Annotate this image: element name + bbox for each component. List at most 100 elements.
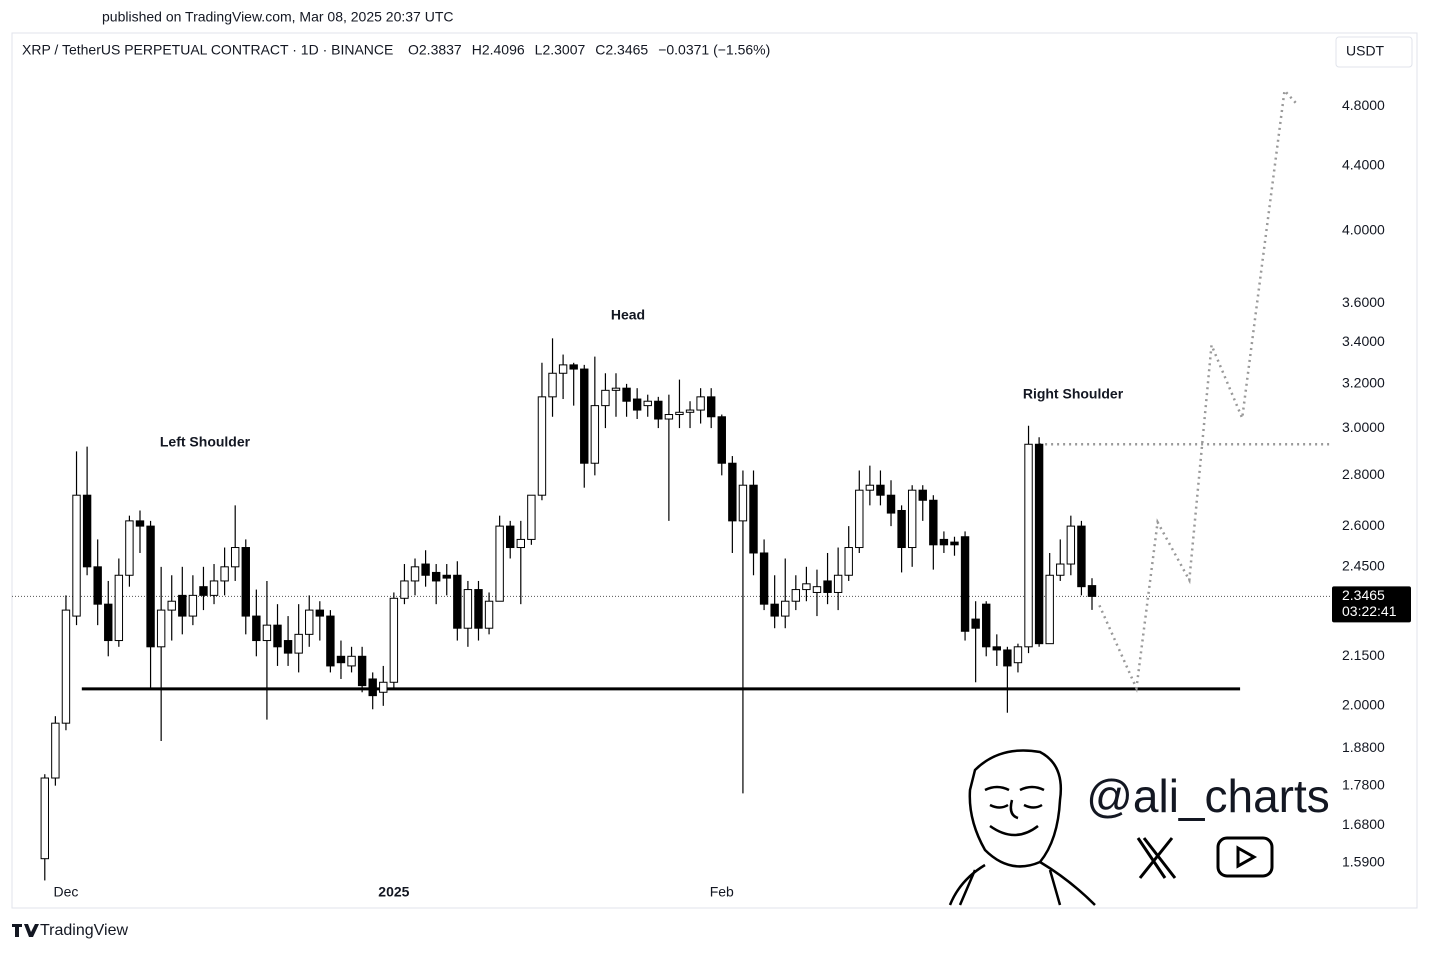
candle-body (114, 574, 124, 642)
candle-body (654, 400, 663, 420)
candle-body (400, 580, 409, 599)
annotation: Left Shoulder (160, 434, 251, 450)
candle-body (791, 589, 801, 602)
candle-body (1003, 649, 1012, 667)
candle-body (273, 624, 282, 648)
header-value: H2.4096 (472, 42, 525, 58)
price-label: 2.3465 (1342, 587, 1385, 603)
candle-body (40, 777, 49, 860)
candle-body (104, 603, 113, 642)
candle-body (907, 489, 917, 549)
header-value: C2.3465 (595, 42, 648, 58)
x-tick-label: Dec (53, 884, 78, 900)
candle-body (527, 494, 536, 540)
candle-body (72, 494, 81, 617)
candle-body (717, 416, 726, 464)
annotation: Head (611, 307, 645, 323)
y-tick-label: 3.4000 (1342, 333, 1385, 349)
candle-body (61, 609, 71, 724)
brand-logo (12, 924, 39, 937)
candle-body (971, 618, 980, 629)
header-value: −0.0371 (−1.56%) (658, 42, 770, 58)
candle-body (357, 655, 367, 687)
candle-body (305, 609, 314, 635)
y-tick-label: 2.1500 (1342, 647, 1385, 663)
x-logo[interactable] (1136, 837, 1177, 879)
candle-body (696, 396, 705, 411)
header-value: O2.3837 (408, 42, 462, 58)
candle-body (389, 597, 399, 683)
candle-body (230, 547, 240, 568)
candle-body (876, 484, 885, 496)
candle-body (886, 494, 896, 514)
candle-body (209, 580, 219, 596)
candle-body (1066, 525, 1076, 565)
candle-body (950, 541, 959, 546)
candle-body (601, 389, 610, 407)
y-tick-label: 2.4500 (1342, 558, 1385, 574)
youtube-logo[interactable] (1216, 836, 1274, 878)
candle-body (336, 655, 346, 664)
candle-body (918, 489, 927, 501)
candle-body (569, 364, 578, 370)
candle-body (897, 509, 906, 549)
y-tick-label: 2.0000 (1342, 697, 1385, 713)
candle-body (156, 609, 166, 648)
candle-body (982, 603, 991, 648)
candle-body (431, 571, 441, 582)
brand: TradingView (40, 922, 128, 939)
candle-body (315, 609, 325, 617)
y-tick-label: 1.6800 (1342, 816, 1385, 832)
candle-body (453, 574, 462, 629)
candle-body (474, 589, 483, 629)
candle-body (643, 400, 652, 407)
candle-body (675, 411, 684, 416)
chart-frame (11, 32, 1418, 909)
y-tick-label: 4.4000 (1342, 156, 1385, 172)
candle-body (1045, 574, 1054, 645)
published-note: published on TradingView.com, Mar 08, 20… (102, 9, 454, 25)
candle-body (506, 525, 515, 549)
candle-body (728, 462, 737, 522)
candle-body (590, 405, 600, 464)
currency[interactable]: USDT (1346, 43, 1385, 59)
candle-body (326, 615, 335, 667)
countdown: 03:22:41 (1342, 603, 1397, 619)
candle-body (167, 600, 176, 611)
y-tick-label: 2.6000 (1342, 517, 1385, 533)
candle-body (178, 594, 187, 617)
x-tick-label: 2025 (378, 884, 409, 900)
candle-body (410, 566, 420, 582)
candle-body (865, 484, 875, 491)
y-tick-label: 1.8800 (1342, 739, 1385, 755)
handle: @ali_charts (1086, 770, 1330, 822)
avatar (948, 749, 1096, 906)
y-tick-label: 2.8000 (1342, 466, 1385, 482)
candle-body (960, 536, 970, 632)
candle-body (51, 722, 60, 779)
candle-body (421, 563, 430, 576)
candle-body (802, 583, 811, 591)
candle-body (484, 600, 494, 629)
header-value: L2.3007 (535, 42, 586, 58)
candle-body (93, 566, 102, 605)
y-tick-label: 4.8000 (1342, 97, 1385, 113)
candle-body (1056, 563, 1065, 576)
candle-body (929, 499, 938, 546)
candle-body (844, 547, 853, 576)
candle-body (622, 387, 631, 402)
candle-body (294, 633, 303, 654)
candle-body (347, 655, 356, 667)
currency-box[interactable] (1335, 36, 1413, 68)
candle-body (262, 624, 272, 642)
candle-body (664, 414, 674, 420)
candle-body (516, 538, 525, 549)
candle-body (252, 615, 261, 642)
y-tick-label: 4.0000 (1342, 222, 1385, 238)
candle-body (135, 520, 145, 527)
y-tick-label: 3.0000 (1342, 419, 1385, 435)
annotation: Right Shoulder (1023, 386, 1124, 402)
candle-body (833, 574, 843, 593)
y-tick-label: 3.2000 (1342, 375, 1385, 391)
